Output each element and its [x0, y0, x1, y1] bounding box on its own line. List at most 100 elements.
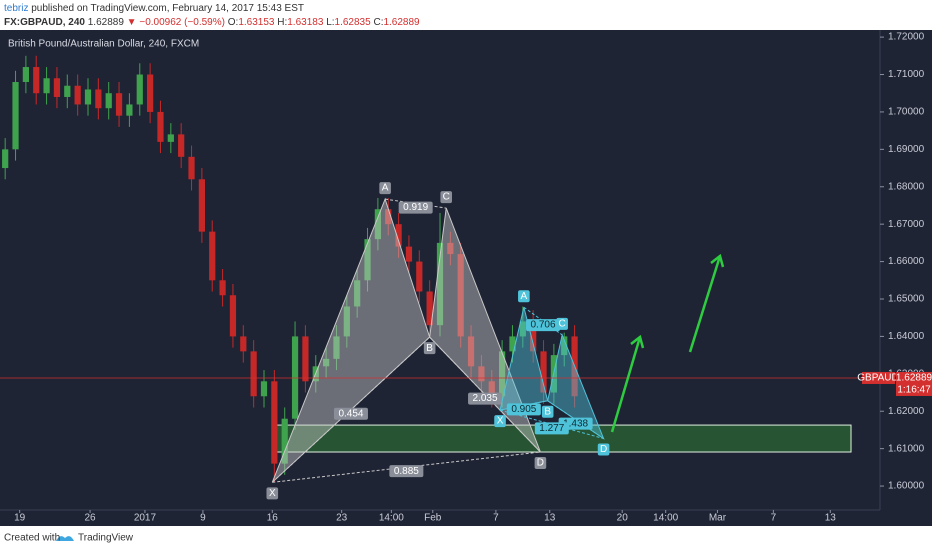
candle-body	[436, 242, 444, 326]
arrows	[610, 253, 725, 433]
candle-body	[478, 366, 485, 382]
point-label: C	[443, 192, 450, 203]
header-bg	[0, 0, 932, 30]
point-label-box	[597, 443, 610, 456]
point-label-box	[494, 415, 506, 428]
ratio-label: 1.438	[563, 418, 588, 429]
arrow	[610, 336, 642, 433]
open: 1.63153	[238, 17, 275, 28]
ratio-label: 0.905	[511, 404, 536, 415]
ratio-label-box	[534, 422, 569, 435]
point-label: X	[497, 416, 504, 427]
candle-body	[198, 179, 205, 232]
x-tick-label: 14:00	[379, 513, 404, 524]
candle-body	[167, 134, 174, 142]
ratio-label: 0.454	[338, 408, 363, 419]
x-tick-label: 14:00	[653, 513, 678, 524]
y-tick-label: 1.65000	[888, 294, 925, 305]
candle-body	[302, 336, 309, 382]
point-label: B	[426, 343, 433, 354]
point-label-box	[266, 487, 279, 500]
point-label-box	[556, 317, 568, 330]
price-tag-countdown: 1:16:47	[897, 385, 931, 396]
candle-body	[426, 291, 433, 326]
candle-body	[499, 351, 506, 397]
price-tag-symbol-box	[862, 371, 895, 384]
y-tick-label: 1.71000	[888, 69, 925, 80]
header-line: tebriz published on TradingView.com, Feb…	[4, 3, 304, 14]
candle-body	[323, 358, 330, 367]
plot: 1.600001.610001.620001.630001.640001.650…	[0, 32, 932, 524]
footer-brand[interactable]: TradingView	[78, 533, 134, 544]
candle-body	[64, 85, 71, 97]
x-tick-label: 9	[200, 513, 206, 524]
x-tick-label: Feb	[424, 513, 442, 524]
x-tick-label: 16	[267, 513, 279, 524]
low-label: L:	[326, 17, 334, 28]
candle-body	[540, 351, 547, 393]
author[interactable]: tebriz	[4, 3, 28, 14]
y-tick-label: 1.64000	[888, 331, 925, 342]
candle-body	[12, 82, 19, 150]
candle-body	[157, 111, 164, 142]
candle-body	[209, 231, 216, 281]
candle-body	[271, 381, 278, 464]
y-tick-label: 1.68000	[888, 181, 925, 192]
y-tick-label: 1.70000	[888, 107, 925, 118]
candle-body	[95, 89, 102, 109]
point-label: C	[559, 319, 566, 330]
ratio-label: 0.919	[403, 202, 428, 213]
close: 1.62889	[383, 17, 420, 28]
candle-body	[416, 261, 423, 292]
price-tag-box	[896, 371, 932, 396]
y-tick-label: 1.72000	[888, 32, 925, 43]
y-tick-label: 1.67000	[888, 219, 925, 230]
candle-body	[395, 224, 402, 247]
x-tick-label: 7	[493, 513, 499, 524]
candle-body	[447, 242, 454, 255]
ratio-label: 0.706	[530, 320, 555, 331]
candle-body	[364, 239, 371, 281]
x-tick-label: 2017	[134, 513, 157, 524]
point-label-box	[379, 182, 391, 195]
symbol-line: FX:GBPAUD, 240 1.62889 ▼ −0.00962 (−0.59…	[4, 17, 420, 28]
ratio-label: 1.277	[539, 423, 564, 434]
point-label-box	[534, 457, 547, 470]
brand-logo	[56, 536, 74, 541]
ratio-line	[499, 409, 604, 440]
ratio-line	[499, 400, 548, 411]
candle-body	[43, 78, 50, 94]
ratio-label-box	[333, 407, 368, 420]
ratio-line	[429, 336, 541, 453]
candle-body	[530, 321, 537, 352]
candle-body	[291, 336, 299, 419]
x-tick-label: 13	[544, 513, 556, 524]
ratio-label-box	[398, 201, 433, 214]
point-label-box	[518, 290, 530, 303]
y-tick-label: 1.61000	[888, 443, 925, 454]
ratio-line	[523, 306, 563, 336]
candle-body	[250, 351, 257, 397]
change: ▼ −0.00962 (−0.59%)	[127, 17, 225, 28]
candle-body	[188, 156, 195, 180]
x-tick-label: Mar	[709, 513, 727, 524]
candle-body	[219, 280, 226, 296]
high: 1.63183	[287, 17, 324, 28]
candle-body	[53, 78, 61, 97]
ratio-label-box	[389, 465, 424, 478]
point-label: X	[269, 488, 276, 499]
candle-body	[354, 280, 361, 307]
arrow	[688, 255, 722, 353]
candle-body	[509, 336, 516, 352]
point-label-box	[423, 342, 436, 355]
candle-body	[561, 336, 568, 356]
x-tick-label: 19	[14, 513, 26, 524]
high-label: H:	[277, 17, 287, 28]
candle-body	[33, 67, 40, 94]
candle-body	[147, 74, 154, 112]
x-tick-label: 20	[617, 513, 629, 524]
candle-body	[333, 336, 340, 359]
candle-body	[405, 246, 413, 262]
y-tick-label: 1.60000	[888, 481, 925, 492]
legend: British Pound/Australian Dollar, 240, FX…	[8, 39, 199, 50]
